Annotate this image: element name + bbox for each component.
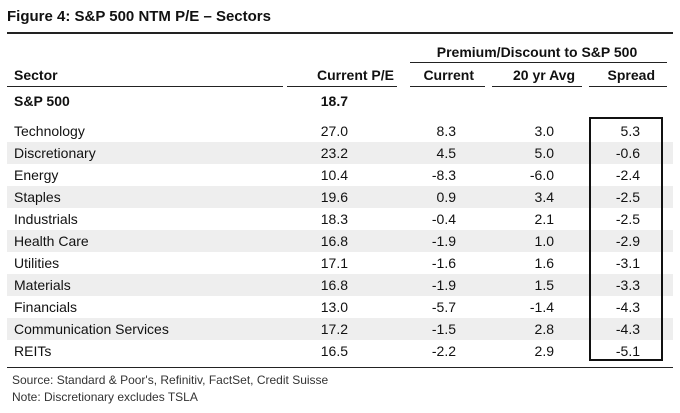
table-row: Health Care 16.8 -1.9 1.0 -2.9 xyxy=(0,230,680,252)
current-premium-value: -2.2 xyxy=(431,343,456,359)
benchmark-row: S&P 500 18.7 xyxy=(0,90,680,112)
avg-premium-value: -1.4 xyxy=(529,299,554,315)
avg-premium-value: 2.1 xyxy=(534,211,554,227)
current-premium-value: 0.9 xyxy=(436,189,456,205)
footnote: Note: Discretionary excludes TSLA xyxy=(12,390,198,404)
sector-name: Financials xyxy=(14,299,78,315)
current-pe-value: 18.3 xyxy=(320,211,348,227)
spread-value: -2.4 xyxy=(615,167,640,183)
source-note: Source: Standard & Poor's, Refinitiv, Fa… xyxy=(12,373,329,387)
spread-value: -2.9 xyxy=(615,233,640,249)
avg-premium-value: -6.0 xyxy=(529,167,554,183)
current-premium-value: -5.7 xyxy=(431,299,456,315)
spread-value: 5.3 xyxy=(620,123,640,139)
spread-value: -5.1 xyxy=(615,343,640,359)
table-row: Materials 16.8 -1.9 1.5 -3.3 xyxy=(0,274,680,296)
premium-discount-group-header: Premium/Discount to S&P 500 xyxy=(436,44,638,60)
table-row: Utilities 17.1 -1.6 1.6 -3.1 xyxy=(0,252,680,274)
table-row: REITs 16.5 -2.2 2.9 -5.1 xyxy=(0,340,680,362)
spread-value: -0.6 xyxy=(615,145,640,161)
avg-premium-value: 3.4 xyxy=(534,189,554,205)
group-header-underline xyxy=(410,62,667,63)
sector-name: Utilities xyxy=(14,255,60,271)
sector-name: Communication Services xyxy=(14,321,169,337)
column-header-spread: Spread xyxy=(607,67,655,83)
column-header-20yr-avg: 20 yr Avg xyxy=(513,67,575,83)
current-premium-value: -1.9 xyxy=(431,233,456,249)
current-premium-value: -0.4 xyxy=(431,211,456,227)
benchmark-pe: 18.7 xyxy=(320,93,348,109)
spread-value: -3.1 xyxy=(615,255,640,271)
current-premium-value: -8.3 xyxy=(431,167,456,183)
figure-title: Figure 4: S&P 500 NTM P/E – Sectors xyxy=(7,8,271,25)
sector-name: Technology xyxy=(14,123,85,139)
current-pe-value: 16.8 xyxy=(320,233,348,249)
header-rule-current-pe xyxy=(287,86,397,87)
header-rule-spread xyxy=(589,86,667,87)
header-rule-20yr-avg xyxy=(492,86,582,87)
table-row: Staples 19.6 0.9 3.4 -2.5 xyxy=(0,186,680,208)
spread-value: -4.3 xyxy=(615,321,640,337)
sector-name: Health Care xyxy=(14,233,89,249)
current-premium-value: -1.9 xyxy=(431,277,456,293)
current-premium-value: 8.3 xyxy=(436,123,456,139)
current-pe-value: 27.0 xyxy=(320,123,348,139)
table-row: Energy 10.4 -8.3 -6.0 -2.4 xyxy=(0,164,680,186)
benchmark-name: S&P 500 xyxy=(14,93,70,109)
spread-highlight-box xyxy=(589,117,663,361)
title-divider xyxy=(7,32,673,34)
sector-name: Materials xyxy=(14,277,71,293)
avg-premium-value: 5.0 xyxy=(534,145,554,161)
column-header-current: Current xyxy=(423,67,474,83)
table-row: Communication Services 17.2 -1.5 2.8 -4.3 xyxy=(0,318,680,340)
avg-premium-value: 1.5 xyxy=(534,277,554,293)
table-row: Technology 27.0 8.3 3.0 5.3 xyxy=(0,120,680,142)
spread-value: -2.5 xyxy=(615,189,640,205)
avg-premium-value: 1.6 xyxy=(534,255,554,271)
sector-name: Staples xyxy=(14,189,61,205)
sector-name: Industrials xyxy=(14,211,78,227)
spread-value: -4.3 xyxy=(615,299,640,315)
current-pe-value: 10.4 xyxy=(320,167,348,183)
current-premium-value: 4.5 xyxy=(436,145,456,161)
current-pe-value: 19.6 xyxy=(320,189,348,205)
sector-name: Discretionary xyxy=(14,145,96,161)
current-pe-value: 17.2 xyxy=(320,321,348,337)
current-pe-value: 16.5 xyxy=(320,343,348,359)
current-pe-value: 16.8 xyxy=(320,277,348,293)
current-premium-value: -1.6 xyxy=(431,255,456,271)
avg-premium-value: 2.9 xyxy=(534,343,554,359)
column-header-sector: Sector xyxy=(14,67,58,83)
footer-divider xyxy=(7,367,673,368)
spread-value: -2.5 xyxy=(615,211,640,227)
current-pe-value: 23.2 xyxy=(320,145,348,161)
avg-premium-value: 1.0 xyxy=(534,233,554,249)
sector-name: REITs xyxy=(14,343,52,359)
table-row: Industrials 18.3 -0.4 2.1 -2.5 xyxy=(0,208,680,230)
current-pe-value: 17.1 xyxy=(320,255,348,271)
sector-table-body: Technology 27.0 8.3 3.0 5.3 Discretionary 23.2… xyxy=(0,120,680,362)
table-row: Financials 13.0 -5.7 -1.4 -4.3 xyxy=(0,296,680,318)
column-header-current-pe: Current P/E xyxy=(316,67,394,83)
sector-name: Energy xyxy=(14,167,59,183)
avg-premium-value: 2.8 xyxy=(534,321,554,337)
current-premium-value: -1.5 xyxy=(431,321,456,337)
current-pe-value: 13.0 xyxy=(320,299,348,315)
avg-premium-value: 3.0 xyxy=(534,123,554,139)
spread-value: -3.3 xyxy=(615,277,640,293)
table-row: Discretionary 23.2 4.5 5.0 -0.6 xyxy=(0,142,680,164)
header-rule-current xyxy=(410,86,485,87)
header-rule-sector xyxy=(7,86,283,87)
